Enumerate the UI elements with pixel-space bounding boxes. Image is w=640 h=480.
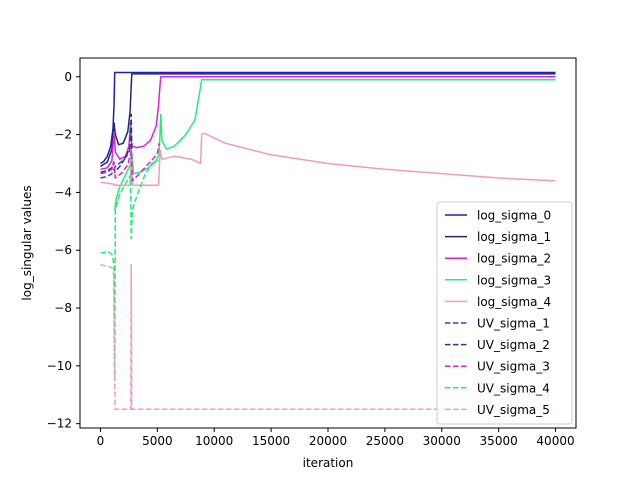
- y-tick-label: −10: [47, 359, 72, 373]
- y-tick-label: −8: [54, 301, 72, 315]
- series-line-uv-sigma-3: [100, 143, 160, 182]
- x-tick-label: 20000: [309, 434, 347, 448]
- series-line-log-sigma-3: [113, 78, 556, 210]
- x-tick-label: 5000: [142, 434, 173, 448]
- x-axis-label: iteration: [303, 456, 354, 470]
- y-tick-label: −2: [54, 128, 72, 142]
- x-tick-label: 35000: [480, 434, 518, 448]
- legend-label: UV_sigma_5: [477, 403, 550, 417]
- series-line-uv-sigma-1: [100, 146, 132, 179]
- x-tick-label: 10000: [195, 434, 233, 448]
- y-axis-ticks: 0 −2 −4 −6 −8 −10 −12: [47, 70, 80, 431]
- x-tick-label: 0: [97, 434, 105, 448]
- x-tick-label: 30000: [423, 434, 461, 448]
- legend-label: log_sigma_1: [477, 230, 551, 244]
- y-tick-label: 0: [64, 70, 72, 84]
- legend-label: UV_sigma_2: [477, 338, 550, 352]
- plot-series-group: [100, 71, 556, 410]
- x-tick-label: 25000: [366, 434, 404, 448]
- legend-label: log_sigma_0: [477, 209, 551, 223]
- x-axis-ticks: 0 5000 10000 15000 20000 25000 30000 35000 40000: [97, 428, 575, 448]
- legend-label: log_sigma_3: [477, 273, 551, 287]
- series-line-uv-sigma-2: [100, 113, 133, 173]
- legend-label: UV_sigma_1: [477, 317, 550, 331]
- series-line-uv-sigma-4: [100, 159, 159, 382]
- legend-label: UV_sigma_4: [477, 381, 550, 395]
- legend-box: [436, 201, 573, 425]
- series-line-uv-sigma-5: [100, 263, 556, 410]
- legend: log_sigma_0 log_sigma_1 log_sigma_2 log_sig…: [436, 201, 573, 425]
- legend-label: log_sigma_2: [477, 252, 551, 266]
- x-tick-label: 40000: [536, 434, 574, 448]
- y-tick-label: −4: [54, 185, 72, 199]
- y-axis-label: log_singular values: [20, 185, 34, 300]
- legend-label: UV_sigma_3: [477, 360, 550, 374]
- legend-label: log_sigma_4: [477, 295, 551, 309]
- y-tick-label: −12: [47, 417, 72, 431]
- y-tick-label: −6: [54, 243, 72, 257]
- x-tick-label: 15000: [252, 434, 290, 448]
- series-line-log-sigma-1: [100, 73, 556, 168]
